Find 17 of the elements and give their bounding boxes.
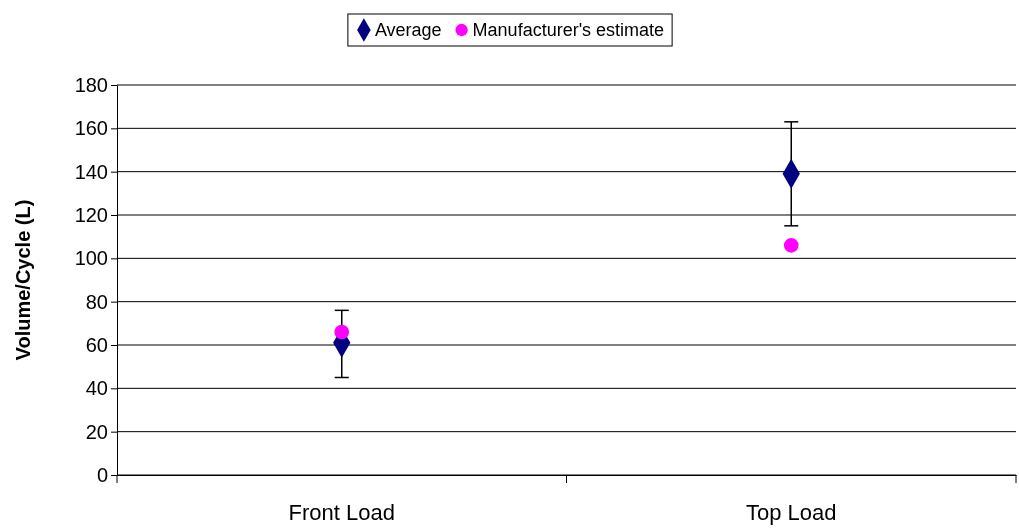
y-tick-label: 80 (85, 290, 108, 313)
y-tick-label: 120 (74, 203, 108, 226)
y-tick-label: 20 (85, 420, 108, 443)
legend-label: Average (374, 20, 442, 41)
y-tick-label: 0 (96, 463, 108, 486)
y-tick-label: 40 (85, 377, 108, 400)
point (783, 237, 799, 253)
y-tick-label: 100 (74, 247, 108, 270)
y-axis-title: Volume/Cycle (L) (12, 199, 34, 361)
y-tick-label: 160 (74, 117, 108, 140)
x-tick-label: Top Load (745, 499, 837, 525)
y-tick-label: 140 (74, 160, 108, 183)
y-tick-label: 60 (85, 333, 108, 356)
y-tick-label: 180 (74, 73, 108, 96)
point (334, 324, 350, 340)
legend-label: Manufacturer's estimate (472, 20, 665, 41)
x-tick-label: Front Load (288, 499, 395, 525)
